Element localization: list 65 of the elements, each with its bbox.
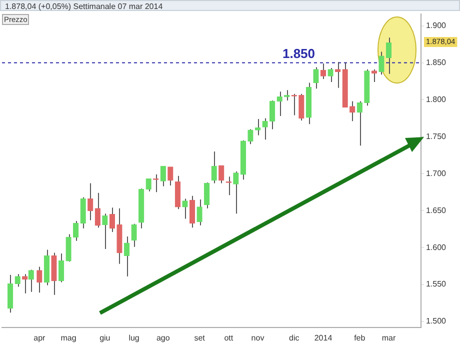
candlestick	[174, 175, 181, 210]
candlestick	[72, 220, 79, 242]
candlestick	[320, 63, 326, 80]
y-tick-label: 1.600	[426, 242, 447, 252]
x-tick-label: lug	[128, 333, 140, 342]
x-tick-label: ago	[156, 333, 170, 342]
candlestick	[88, 182, 94, 221]
y-tick-label: 1.650	[426, 206, 447, 215]
x-tick-label: giu	[100, 333, 110, 342]
candlestick	[94, 192, 100, 228]
chart-title: 1.878,04 (+0,05%) Settimanale 07 mar 2014	[0, 0, 460, 11]
candlestick	[66, 234, 72, 262]
x-tick-label: apr	[34, 333, 46, 342]
y-tick-label: 1.750	[426, 132, 447, 141]
candlestick	[233, 170, 239, 214]
candlestick	[350, 100, 356, 122]
y-tick-label: 1.550	[426, 280, 447, 289]
candlestick	[196, 199, 202, 226]
candlestick	[356, 100, 362, 146]
candlestick	[160, 166, 166, 187]
candlestick	[371, 68, 378, 82]
candlestick	[334, 62, 341, 88]
x-tick-label: dic	[289, 333, 300, 342]
candlestick	[313, 66, 319, 90]
candlestick	[109, 207, 116, 233]
candlestick	[378, 51, 384, 76]
candlestick	[269, 100, 276, 130]
x-tick-label: mag	[60, 333, 76, 342]
candlestick	[248, 128, 254, 145]
candlestick	[124, 236, 130, 277]
x-tick-label: 2014	[314, 333, 333, 342]
candlestick	[211, 150, 217, 184]
y-tick-label: 1.850	[426, 58, 447, 67]
candlestick	[28, 269, 34, 292]
candlestick	[14, 274, 20, 288]
y-tick-label: 1.800	[426, 94, 447, 104]
x-tick-label: feb	[354, 333, 366, 342]
x-tick-label: ott	[224, 333, 234, 342]
candlestick	[276, 91, 282, 117]
y-tick-label: 1.500	[426, 316, 447, 326]
candlestick	[204, 182, 210, 209]
candlestick	[262, 118, 268, 140]
candlestick	[254, 118, 261, 136]
x-tick-label: nov	[251, 333, 264, 342]
candlestick	[51, 252, 57, 296]
x-tick-label: mar	[382, 333, 396, 342]
candlestick	[146, 178, 152, 192]
candlestick	[58, 252, 64, 283]
candlestick	[328, 67, 334, 82]
candlestick	[182, 198, 188, 220]
candlestick	[168, 166, 174, 186]
candlestick	[284, 90, 290, 101]
candlestick	[386, 37, 392, 74]
candlestick	[36, 266, 42, 294]
candlestick	[7, 274, 14, 314]
candlestick	[189, 195, 196, 228]
candlestick	[218, 165, 224, 184]
candlestick	[102, 213, 108, 250]
candlestick	[131, 223, 137, 248]
candlestick	[298, 93, 304, 121]
x-tick-label: set	[194, 333, 206, 342]
ref-line-label: 1.850	[282, 46, 316, 61]
y-tick-label: 1.700	[426, 168, 447, 178]
y-tick-label: 1.900	[426, 21, 447, 30]
candlestick	[80, 196, 86, 229]
